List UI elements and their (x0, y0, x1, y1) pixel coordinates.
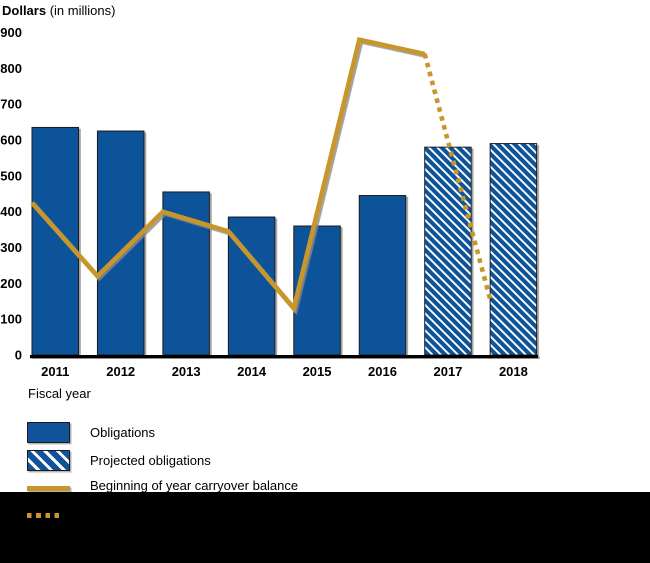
legend-label-projected-obligations: Projected obligations (90, 453, 211, 468)
y-tick-200: 200 (0, 276, 22, 291)
bar-2016 (358, 195, 407, 356)
bar-2011 (31, 126, 79, 356)
x-tick-2012: 2012 (106, 364, 135, 379)
dotted-line-swatch-icon (27, 513, 64, 518)
legend-label-obligations: Obligations (90, 425, 156, 440)
redaction-overlay (0, 492, 650, 563)
y-axis-title-units: (in millions) (46, 3, 116, 18)
x-tick-2016: 2016 (368, 364, 397, 379)
y-axis-title-bold: Dollars (2, 3, 47, 18)
y-tick-400: 400 (0, 204, 22, 219)
carryover-line-dotted (422, 53, 493, 301)
bar-2012 (96, 130, 145, 356)
carryover-line-solid (30, 36, 426, 314)
y-tick-600: 600 (0, 133, 22, 148)
projected-obligations-swatch-icon (27, 450, 70, 471)
y-tick-500: 500 (0, 168, 22, 183)
y-tick-0: 0 (15, 348, 22, 363)
x-axis-line (30, 355, 538, 359)
x-tick-2011: 2011 (41, 364, 69, 379)
x-tick-2014: 2014 (237, 364, 267, 379)
y-axis-title: Dollars (in millions) (2, 3, 115, 19)
projected-bar-2018 (489, 143, 538, 356)
x-tick-2015: 2015 (303, 364, 332, 379)
x-axis-title: Fiscal year (28, 386, 92, 401)
x-tick-2013: 2013 (172, 364, 201, 379)
y-tick-800: 800 (0, 61, 22, 76)
legend-label-carryover-balance: Beginning of year carryover balance (90, 478, 299, 493)
obligations-swatch-icon (27, 422, 70, 443)
y-tick-700: 700 (0, 97, 22, 112)
x-tick-2018: 2018 (499, 364, 528, 379)
y-tick-300: 300 (0, 240, 22, 255)
bar-2015 (293, 225, 341, 356)
y-tick-900: 900 (0, 25, 22, 40)
y-tick-100: 100 (0, 312, 22, 327)
carryover-line-swatch-icon (27, 486, 70, 491)
x-tick-2017: 2017 (433, 364, 462, 379)
plot-area: 0 100 200 300 400 500 600 700 800 900 2011 2012 2013… (0, 25, 538, 401)
projected-bar-2017 (424, 146, 472, 356)
